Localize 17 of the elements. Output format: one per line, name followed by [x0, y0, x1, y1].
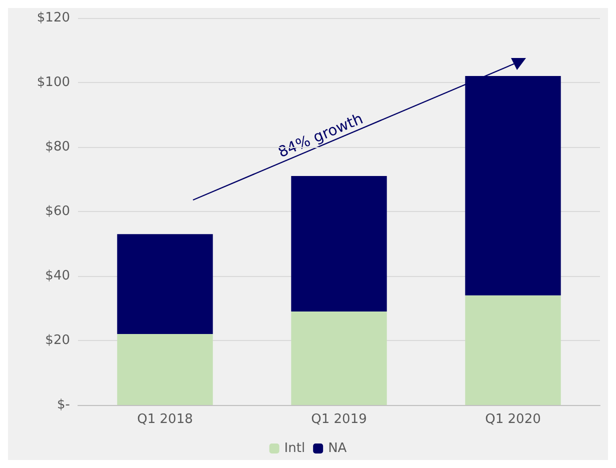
y-tick-label: $100: [36, 75, 70, 90]
x-tick-label: Q1 2020: [485, 412, 541, 427]
y-tick-label: $20: [45, 333, 70, 348]
y-tick-label: $120: [36, 10, 70, 26]
y-tick-label: $-: [57, 398, 70, 412]
x-tick-label: Q1 2019: [311, 412, 367, 427]
legend-label: NA: [328, 441, 347, 456]
bar: [465, 295, 561, 405]
bar: [291, 176, 387, 312]
y-tick-label: $80: [45, 140, 70, 154]
bar: [117, 234, 213, 334]
y-tick-label: $60: [45, 204, 70, 219]
x-tick-label: Q1 2018: [137, 412, 193, 427]
y-tick-label: $40: [45, 268, 70, 284]
bar: [117, 334, 213, 405]
bar: [291, 311, 387, 405]
legend-label: Intl: [284, 441, 306, 456]
